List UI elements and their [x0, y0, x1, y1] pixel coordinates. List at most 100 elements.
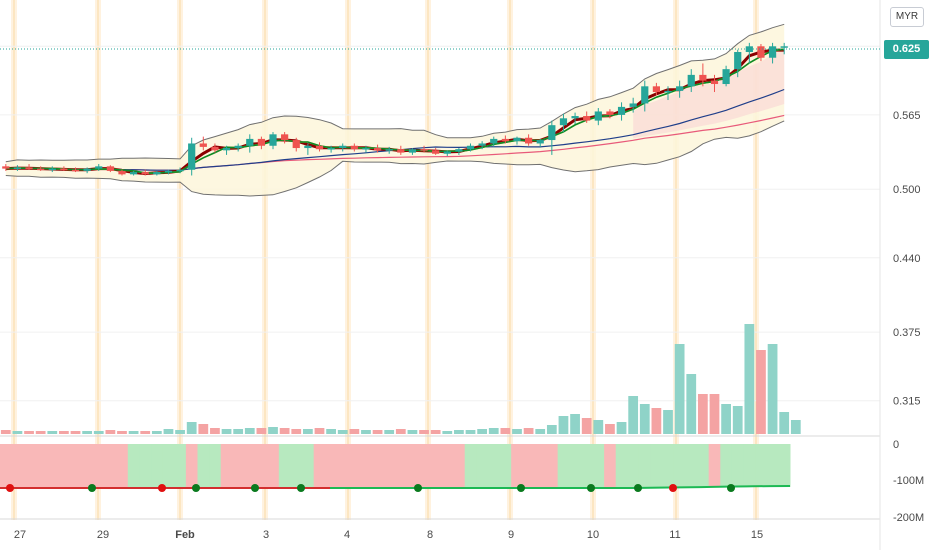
volume-bar	[233, 429, 244, 434]
indicator-dot	[727, 484, 735, 492]
indicator-dot	[414, 484, 422, 492]
candle-body	[699, 74, 707, 81]
indicator-zone	[336, 444, 350, 487]
indicator-zone	[418, 444, 431, 487]
indicator-zone	[511, 444, 524, 487]
candle-body	[95, 166, 103, 169]
candle-body	[13, 167, 22, 169]
indicator-dot	[6, 484, 14, 492]
volume-bar	[697, 394, 708, 434]
candle-body	[350, 145, 358, 150]
volume-bar	[454, 430, 464, 434]
volume-bar	[47, 431, 58, 434]
candle-body	[652, 86, 660, 93]
candle-body	[130, 172, 138, 175]
volume-bar	[477, 429, 488, 434]
indicator-zone	[755, 444, 768, 487]
volume-bar	[663, 410, 673, 434]
indicator-zone	[162, 444, 175, 487]
volume-bar	[302, 429, 313, 434]
volume-bar	[12, 431, 23, 434]
indicator-zone	[290, 444, 303, 487]
volume-bar	[279, 428, 290, 434]
indicator-zone	[464, 444, 477, 487]
price-tick-label: 0.440	[893, 253, 921, 265]
candle-body	[583, 116, 591, 121]
volume-bar	[70, 431, 81, 434]
indicator-tick-label: 0	[893, 439, 899, 451]
indicator-dot	[517, 484, 525, 492]
volume-bar	[570, 414, 580, 434]
candle-body	[327, 148, 335, 150]
indicator-dot	[192, 484, 200, 492]
candle-body	[83, 168, 91, 171]
indicator-dot	[88, 484, 96, 492]
indicator-tick-label: -100M	[893, 475, 924, 487]
candle-body	[281, 134, 289, 141]
indicator-zone	[243, 444, 257, 487]
indicator-zone	[604, 444, 617, 487]
indicator-zone	[209, 444, 222, 487]
candle-body	[106, 166, 114, 171]
indicator-zone	[69, 444, 82, 487]
volume-bar	[372, 430, 383, 434]
candle-body	[188, 143, 196, 170]
volume-bar	[291, 429, 302, 434]
candle-body	[664, 90, 672, 93]
candle-body	[304, 145, 312, 149]
bollinger-bands	[5, 23, 785, 197]
bollinger-lower	[5, 120, 785, 197]
volume-bar	[210, 428, 220, 434]
candle-body	[478, 143, 486, 146]
indicator-zone	[697, 444, 710, 487]
candle-body	[385, 149, 393, 151]
indicator-zone	[81, 444, 94, 487]
volume-bars	[0, 324, 801, 434]
bearish-cloud	[633, 49, 785, 139]
candle-body	[768, 46, 777, 58]
time-tick-label: 11	[669, 529, 680, 541]
candle-body	[339, 145, 347, 149]
candle-body	[141, 172, 149, 175]
candle-body	[153, 172, 161, 175]
candle-body	[722, 69, 730, 85]
indicator-zone	[557, 444, 570, 487]
indicator-zone	[46, 444, 59, 487]
candle-body	[455, 149, 463, 152]
candle-body	[397, 149, 405, 153]
volume-bar	[605, 424, 615, 434]
volume-bar	[419, 430, 429, 434]
indicator-zone	[487, 444, 501, 487]
bollinger-upper	[5, 23, 785, 163]
volume-bar	[175, 430, 185, 434]
indicator-zone	[615, 444, 628, 487]
candle-body	[37, 168, 45, 171]
volume-bar	[326, 429, 336, 434]
candle-body	[687, 74, 695, 87]
volume-bar	[151, 431, 162, 434]
volume-bar	[721, 404, 731, 434]
volume-bar	[790, 420, 801, 434]
indicator-pane	[0, 444, 791, 492]
volume-bar	[512, 429, 522, 434]
indicator-zone	[302, 444, 315, 487]
candle-body	[246, 138, 254, 146]
candle-body	[710, 80, 719, 85]
candle-body	[420, 149, 428, 151]
indicator-zone	[720, 444, 733, 487]
volume-bar	[395, 429, 406, 434]
indicator-zone	[348, 444, 361, 487]
candle-body	[571, 116, 579, 119]
indicator-zone	[627, 444, 640, 487]
currency-selector[interactable]: MYR	[890, 7, 924, 27]
volume-bar	[430, 430, 441, 434]
candle-body	[234, 145, 242, 149]
volume-bar	[35, 431, 46, 434]
volume-bar	[24, 431, 34, 434]
volume-bar	[82, 431, 93, 434]
indicator-zone	[638, 444, 652, 487]
indicator-zone	[220, 444, 233, 487]
candle-body	[164, 170, 173, 173]
time-tick-label: 15	[751, 529, 763, 541]
